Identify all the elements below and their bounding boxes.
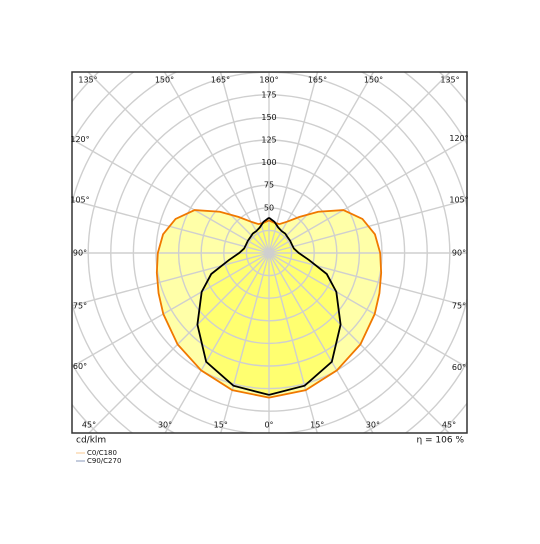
curve-line — [155, 209, 270, 399]
angle-tick-label: 30° — [366, 421, 380, 430]
r-tick-label: 50 — [264, 203, 274, 212]
angle-tick-label: 105° — [449, 195, 468, 204]
grid-spoke — [268, 252, 467, 369]
grid-spoke — [220, 252, 270, 433]
angle-tick-label: 90° — [73, 249, 87, 258]
grid-spoke — [268, 72, 375, 254]
grid-spoke — [163, 72, 270, 254]
efficiency-label: η = 106 % — [416, 436, 464, 446]
frame — [71, 71, 468, 434]
grid-spoke — [268, 252, 450, 433]
grid-spoke — [268, 199, 467, 254]
r-tick-label: 125 — [261, 136, 276, 145]
plot-area — [72, 72, 467, 433]
grid-spoke — [72, 252, 270, 368]
angle-tick-label: 45° — [442, 421, 456, 430]
grid-spoke — [219, 72, 270, 254]
angle-tick-label: 150° — [364, 76, 383, 85]
area-fill — [269, 217, 341, 395]
curve-line — [268, 209, 383, 399]
grid-spoke — [72, 138, 270, 254]
angle-tick-label: 15° — [214, 421, 228, 430]
angle-tick-label: 0° — [264, 421, 273, 430]
angle-tick-label: 150° — [155, 76, 174, 85]
angle-tick-label: 120° — [70, 135, 89, 144]
grid-spoke — [268, 252, 318, 433]
area-fill — [197, 217, 269, 395]
angle-tick-label: 165° — [211, 76, 230, 85]
grid-spoke — [87, 72, 270, 254]
angle-tick-label: 75° — [73, 301, 87, 310]
angle-tick-label: 60° — [73, 362, 87, 371]
curve-line — [196, 217, 270, 396]
r-tick-label: 175 — [261, 90, 276, 99]
angle-tick-label: 135° — [440, 76, 459, 85]
legend-label: C90/C270 — [87, 457, 121, 465]
r-tick-label: 75 — [264, 181, 274, 190]
legend-label: C0/C180 — [87, 449, 117, 457]
angle-tick-label: 45° — [82, 421, 96, 430]
curve-line — [268, 217, 342, 396]
angle-tick-label: 90° — [452, 249, 466, 258]
r-tick-label: 150 — [261, 113, 276, 122]
grid-spoke — [72, 199, 270, 254]
angle-tick-label: 15° — [310, 421, 324, 430]
unit-label: cd/klm — [76, 436, 106, 446]
grid-spoke — [88, 252, 270, 433]
angle-tick-label: 120° — [449, 134, 468, 143]
angle-tick-label: 165° — [308, 76, 327, 85]
angle-tick-label: 60° — [452, 363, 466, 372]
grid-spoke — [268, 72, 451, 254]
angle-tick-label: 105° — [70, 196, 89, 205]
grid-spoke — [268, 72, 319, 254]
grid-spoke — [72, 252, 270, 307]
grid-spoke — [268, 252, 467, 307]
angle-tick-label: 30° — [158, 421, 172, 430]
grid-spoke — [268, 137, 467, 254]
angle-tick-label: 180° — [259, 76, 278, 85]
r-tick-label: 100 — [261, 158, 276, 167]
angle-tick-label: 75° — [452, 302, 466, 311]
angle-tick-label: 135° — [78, 76, 97, 85]
